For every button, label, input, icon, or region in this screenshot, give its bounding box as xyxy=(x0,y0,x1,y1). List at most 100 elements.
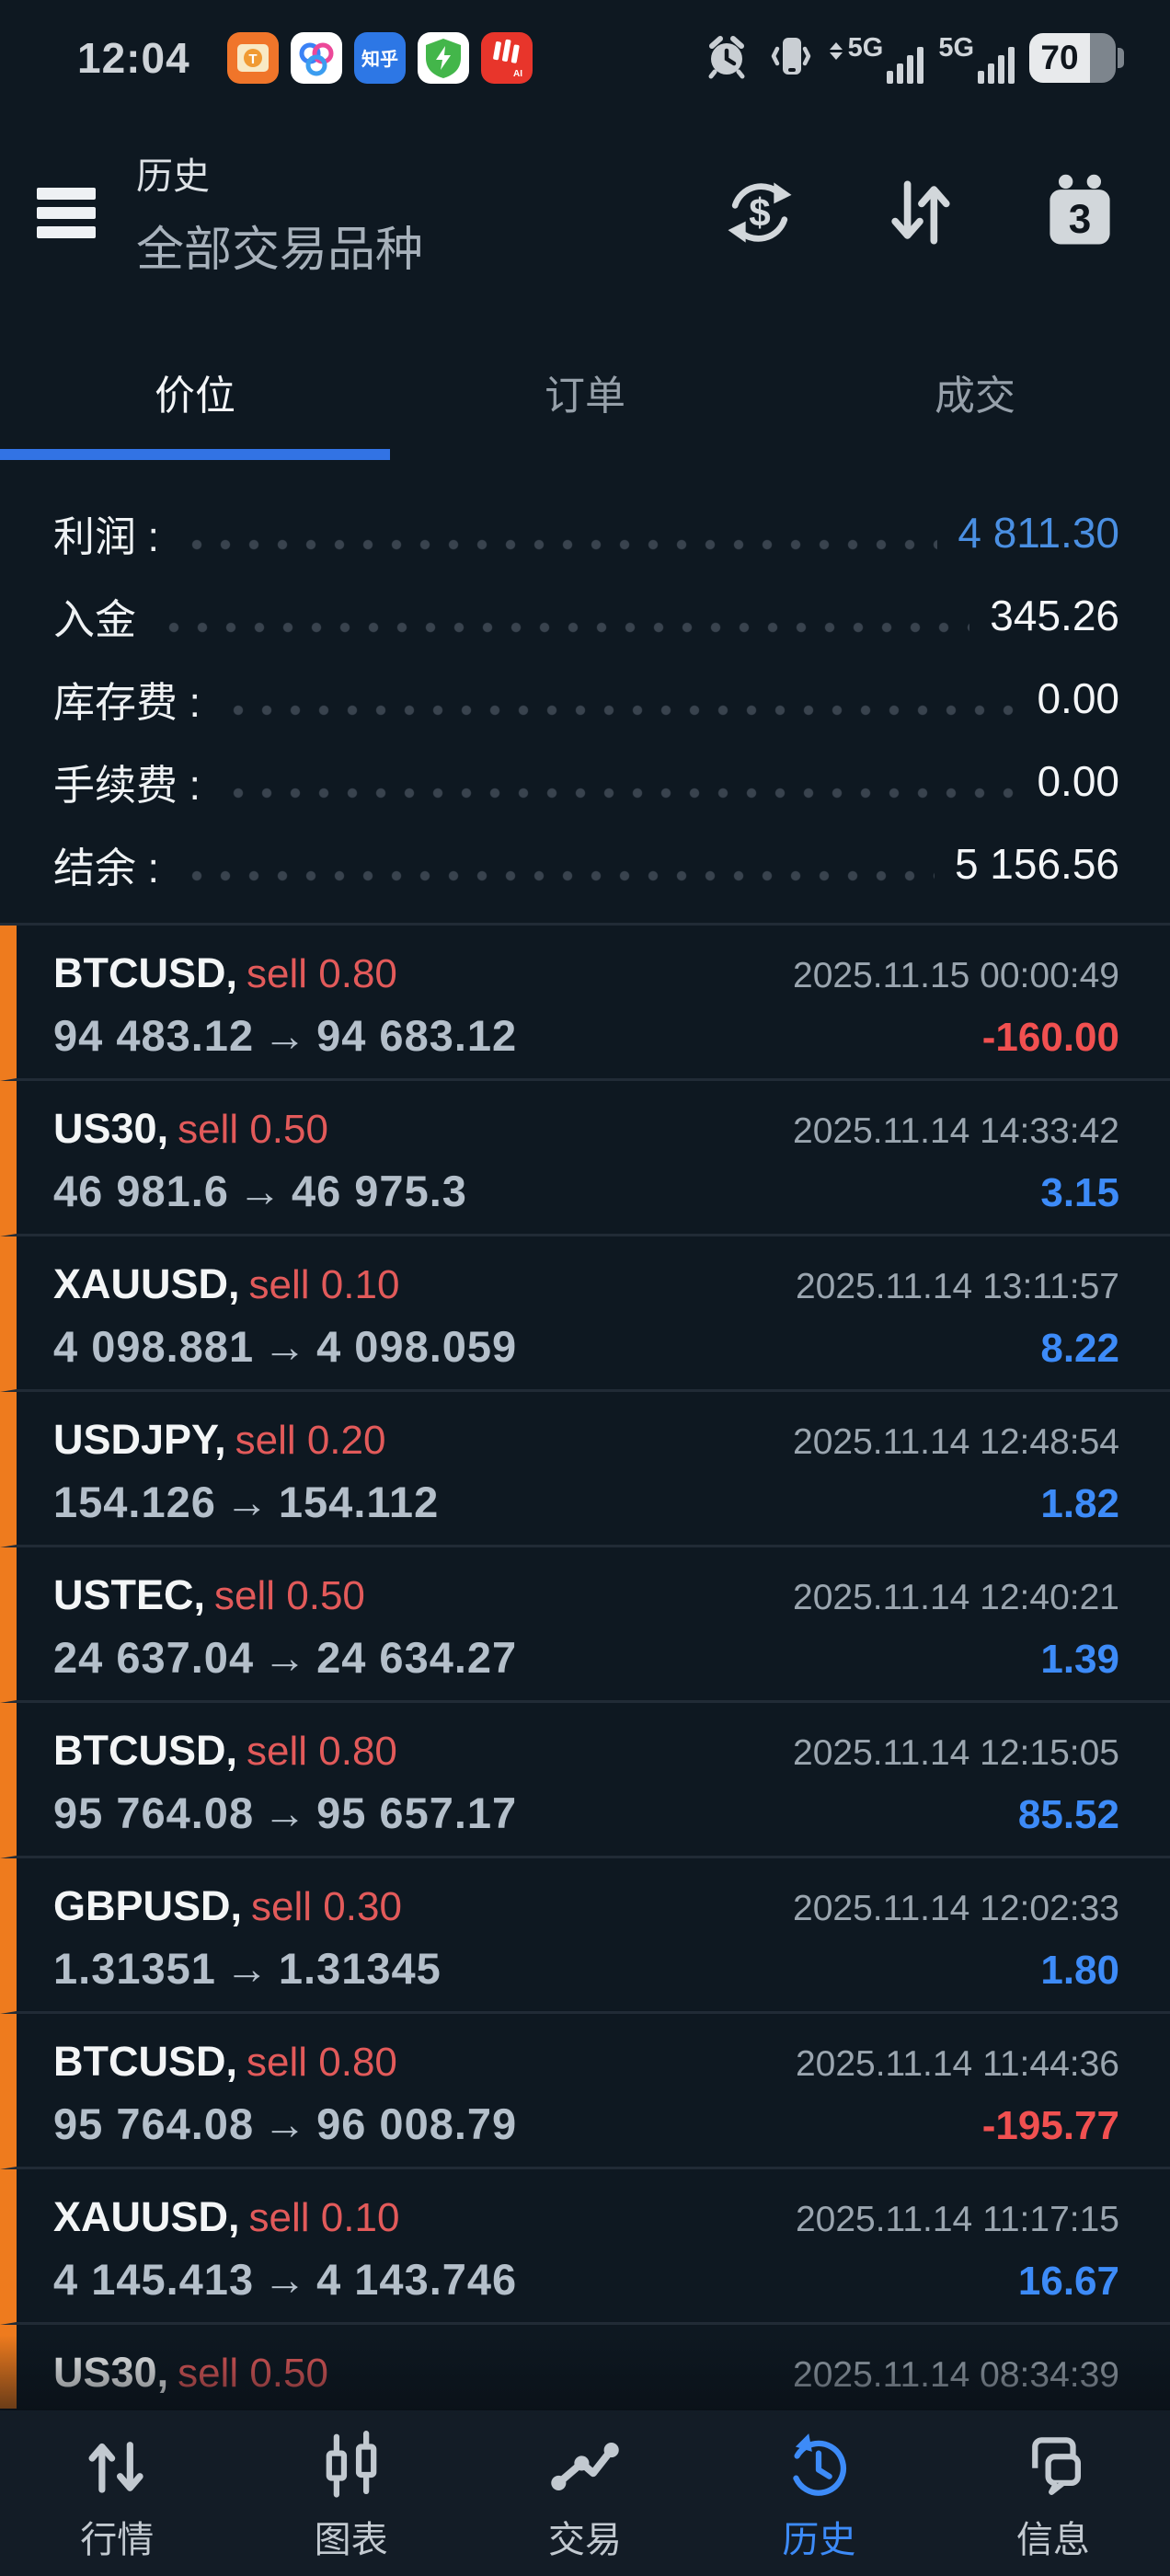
trade-side: sell 0.30 xyxy=(251,1884,402,1929)
trade-prices: 95 764.08 → 96 008.79 xyxy=(53,2099,518,2148)
trade-symbol-side: XAUUSD, sell 0.10 xyxy=(53,1260,399,1308)
status-bar: 12:04 T 知乎 AI xyxy=(0,0,1170,103)
dewu-app-icon: AI xyxy=(480,32,533,84)
summary-label: 手续费 : xyxy=(53,761,201,809)
trade-symbol-side: USTEC, sell 0.50 xyxy=(53,1571,365,1619)
trade-row[interactable]: US30, sell 0.50 2025.11.14 08:34:39 xyxy=(0,2325,1170,2413)
trade-symbol-side: US30, sell 0.50 xyxy=(53,2349,328,2397)
svg-text:$: $ xyxy=(749,190,770,234)
nav-item-trade[interactable]: 交易 xyxy=(468,2410,702,2576)
nav-item-history[interactable]: 历史 xyxy=(702,2410,935,2576)
trade-row[interactable]: BTCUSD, sell 0.80 2025.11.15 00:00:49 94 … xyxy=(0,926,1170,1081)
trade-symbol: XAUUSD, xyxy=(53,1260,240,1307)
trade-side: sell 0.80 xyxy=(247,1729,397,1774)
trade-profit: 3.15 xyxy=(1040,1170,1119,1215)
calendar-badge: 3 xyxy=(1069,197,1092,242)
history-tabs: 价位 订单 成交 xyxy=(0,322,1170,460)
trade-datetime: 2025.11.14 11:44:36 xyxy=(795,2044,1119,2084)
trade-profit: 85.52 xyxy=(1017,1792,1119,1837)
trade-datetime: 2025.11.14 08:34:39 xyxy=(793,2355,1119,2395)
trade-side: sell 0.10 xyxy=(248,1262,400,1307)
nav-item-messages[interactable]: 信息 xyxy=(936,2410,1170,2576)
trade-profit: 1.80 xyxy=(1040,1948,1119,1993)
summary-value: 345.26 xyxy=(990,592,1119,639)
trade-symbol-side: GBPUSD, sell 0.30 xyxy=(53,1882,402,1930)
summary-row: 库存费 : 0.00 xyxy=(53,657,1119,740)
svg-text:AI: AI xyxy=(513,69,522,79)
notification-app-icons: T 知乎 AI xyxy=(226,32,533,84)
trade-datetime: 2025.11.14 12:48:54 xyxy=(793,1422,1119,1462)
tab-orders[interactable]: 订单 xyxy=(545,374,625,419)
trade-prices: 94 483.12 → 94 683.12 xyxy=(53,1011,518,1060)
trade-datetime: 2025.11.14 13:11:57 xyxy=(795,1267,1119,1306)
trade-row[interactable]: USTEC, sell 0.50 2025.11.14 12:40:21 24 6… xyxy=(0,1547,1170,1703)
trade-row[interactable]: XAUUSD, sell 0.10 2025.11.14 11:17:15 4 1… xyxy=(0,2169,1170,2325)
trade-datetime: 2025.11.15 00:00:49 xyxy=(793,956,1119,995)
clock-time: 12:04 xyxy=(77,34,190,82)
battery-percent: 70 xyxy=(1029,33,1090,83)
trade-profit: 8.22 xyxy=(1040,1326,1119,1371)
dotted-leader xyxy=(167,621,970,634)
summary-row: 手续费 : 0.00 xyxy=(53,740,1119,822)
arrow-icon: → xyxy=(263,1788,308,1837)
trade-row[interactable]: GBPUSD, sell 0.30 2025.11.14 12:02:33 1.3… xyxy=(0,1858,1170,2014)
active-tab-underline xyxy=(0,449,390,460)
trade-row[interactable]: BTCUSD, sell 0.80 2025.11.14 12:15:05 95 … xyxy=(0,1703,1170,1858)
messages-icon xyxy=(1014,2427,1093,2506)
tab-positions[interactable]: 价位 xyxy=(155,374,235,419)
quotes-icon xyxy=(77,2427,156,2506)
trade-row[interactable]: US30, sell 0.50 2025.11.14 14:33:42 46 98… xyxy=(0,1081,1170,1236)
trade-row[interactable]: XAUUSD, sell 0.10 2025.11.14 13:11:57 4 0… xyxy=(0,1236,1170,1392)
trade-symbol-side: BTCUSD, sell 0.80 xyxy=(53,2038,397,2086)
trade-symbol-side: US30, sell 0.50 xyxy=(53,1105,328,1153)
trade-side: sell 0.50 xyxy=(214,1573,365,1618)
dotted-leader xyxy=(232,787,1017,799)
trade-side: sell 0.80 xyxy=(247,951,397,996)
arrow-icon: → xyxy=(263,1011,308,1060)
summary-value: 0.00 xyxy=(1037,757,1119,805)
trade-datetime: 2025.11.14 11:17:15 xyxy=(795,2200,1119,2239)
zhihu-app-icon: 知乎 xyxy=(353,32,406,84)
nav-item-quotes[interactable]: 行情 xyxy=(0,2410,234,2576)
drive-app-icon xyxy=(290,32,342,84)
summary-row: 入金 345.26 xyxy=(53,574,1119,657)
history-icon xyxy=(779,2427,858,2506)
summary-label: 入金 xyxy=(53,595,137,643)
alarm-clock-icon xyxy=(701,30,752,86)
trade-side: sell 0.80 xyxy=(247,2040,397,2085)
trade-icon xyxy=(545,2427,625,2506)
page-title: 历史 xyxy=(136,155,210,197)
vibrate-icon xyxy=(767,30,815,86)
arrow-icon: → xyxy=(237,1167,282,1215)
trade-side: sell 0.50 xyxy=(178,1107,328,1152)
trade-row[interactable]: BTCUSD, sell 0.80 2025.11.14 11:44:36 95 … xyxy=(0,2014,1170,2169)
trade-symbol: USDJPY, xyxy=(53,1416,226,1463)
trade-symbol-side: BTCUSD, sell 0.80 xyxy=(53,949,397,997)
trade-prices: 46 981.6 → 46 975.3 xyxy=(53,1167,467,1215)
dotted-leader xyxy=(190,869,935,882)
sort-button[interactable] xyxy=(878,170,962,255)
trade-prices: 24 637.04 → 24 634.27 xyxy=(53,1633,518,1682)
charts-icon xyxy=(312,2427,391,2506)
summary-value: 0.00 xyxy=(1037,674,1119,722)
nav-item-charts[interactable]: 图表 xyxy=(234,2410,467,2576)
balance-refresh-button[interactable]: $ xyxy=(717,170,802,255)
arrow-icon: → xyxy=(263,1322,308,1371)
trade-symbol: XAUUSD, xyxy=(53,2193,240,2240)
symbol-filter-subtitle[interactable]: 全部交易品种 xyxy=(136,223,424,277)
trade-symbol: US30, xyxy=(53,2349,169,2396)
menu-button[interactable] xyxy=(37,187,98,238)
svg-text:T: T xyxy=(248,52,257,67)
trade-symbol-side: USDJPY, sell 0.20 xyxy=(53,1416,385,1464)
trade-datetime: 2025.11.14 12:15:05 xyxy=(793,1733,1119,1773)
summary-label: 利润 : xyxy=(53,512,160,560)
trade-datetime: 2025.11.14 12:02:33 xyxy=(793,1889,1119,1928)
trade-row[interactable]: USDJPY, sell 0.20 2025.11.14 12:48:54 154… xyxy=(0,1392,1170,1547)
trade-prices: 154.126 → 154.112 xyxy=(53,1478,440,1526)
calendar-range-button[interactable]: 3 xyxy=(1038,170,1122,255)
trade-side: sell 0.20 xyxy=(235,1418,386,1463)
tab-deals[interactable]: 成交 xyxy=(935,374,1015,419)
svg-text:知乎: 知乎 xyxy=(361,48,398,70)
trade-side: sell 0.50 xyxy=(178,2351,328,2396)
